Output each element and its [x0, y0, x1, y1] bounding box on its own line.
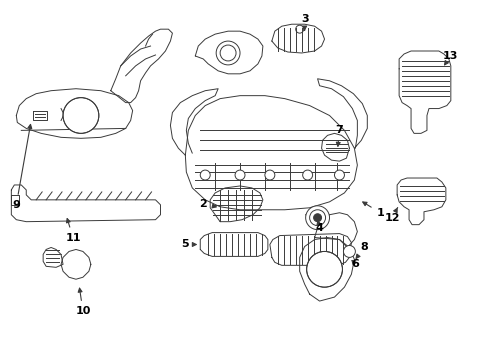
Polygon shape — [210, 186, 263, 222]
Circle shape — [216, 41, 240, 65]
Polygon shape — [318, 79, 368, 148]
Text: 4: 4 — [316, 220, 323, 233]
Text: 9: 9 — [12, 125, 32, 210]
Polygon shape — [200, 233, 268, 256]
Text: 10: 10 — [75, 288, 91, 316]
Polygon shape — [11, 185, 161, 222]
Polygon shape — [16, 89, 133, 138]
Text: 1: 1 — [363, 202, 384, 218]
Text: 11: 11 — [65, 219, 81, 243]
Text: 3: 3 — [301, 14, 309, 30]
Polygon shape — [111, 29, 172, 103]
Polygon shape — [196, 31, 263, 74]
Polygon shape — [171, 89, 218, 155]
Circle shape — [235, 170, 245, 180]
Circle shape — [335, 170, 344, 180]
Polygon shape — [43, 247, 63, 267]
Circle shape — [303, 170, 313, 180]
Polygon shape — [315, 213, 357, 247]
Text: 7: 7 — [336, 125, 343, 146]
Polygon shape — [11, 195, 19, 205]
Text: 8: 8 — [356, 243, 368, 258]
Text: 5: 5 — [181, 239, 196, 249]
Circle shape — [306, 206, 329, 230]
Polygon shape — [61, 249, 91, 279]
Circle shape — [63, 98, 99, 133]
Text: 2: 2 — [199, 199, 216, 209]
Circle shape — [265, 170, 275, 180]
Text: 6: 6 — [351, 259, 359, 269]
Text: 12: 12 — [385, 207, 400, 223]
Circle shape — [343, 246, 355, 257]
Polygon shape — [272, 24, 324, 53]
Polygon shape — [321, 133, 349, 161]
Circle shape — [200, 170, 210, 180]
Polygon shape — [185, 96, 357, 210]
Polygon shape — [33, 111, 47, 121]
Polygon shape — [399, 51, 451, 133]
Text: 13: 13 — [443, 51, 459, 65]
Circle shape — [307, 251, 343, 287]
Polygon shape — [270, 234, 351, 265]
Circle shape — [314, 214, 321, 222]
Polygon shape — [397, 178, 446, 225]
Polygon shape — [300, 238, 354, 301]
